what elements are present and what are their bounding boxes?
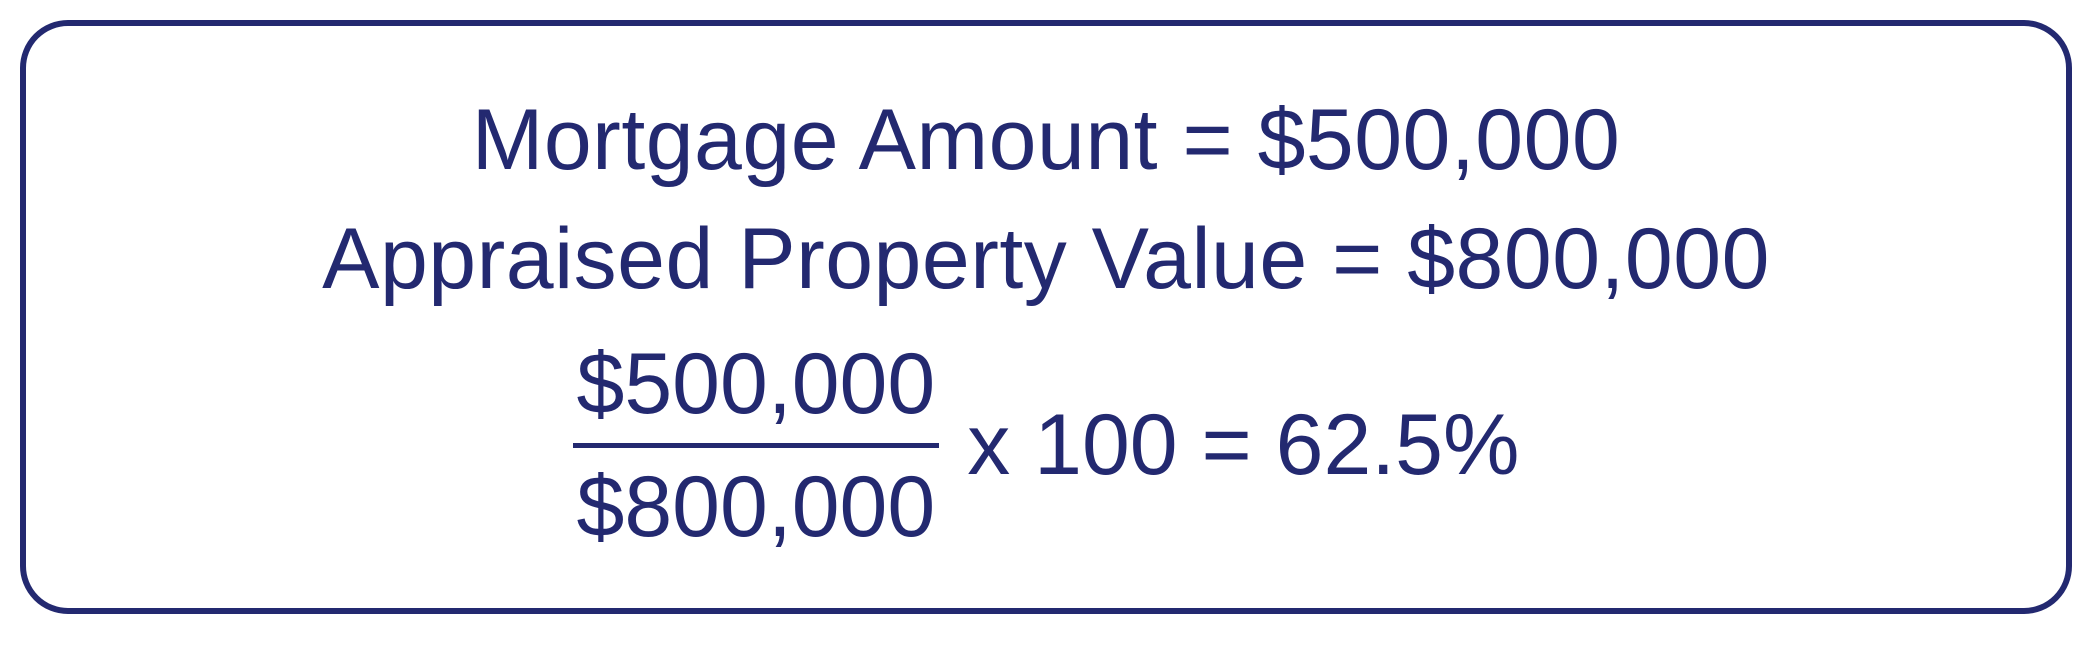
ltv-formula: $500,000 $800,000 x 100 = 62.5% <box>573 339 1520 553</box>
fraction-numerator: $500,000 <box>573 339 940 429</box>
fraction-bar <box>573 443 940 448</box>
appraised-value-line: Appraised Property Value = $800,000 <box>322 210 1770 309</box>
mortgage-amount-line: Mortgage Amount = $500,000 <box>472 91 1621 190</box>
ltv-formula-card: Mortgage Amount = $500,000 Appraised Pro… <box>20 20 2072 614</box>
fraction: $500,000 $800,000 <box>573 339 940 553</box>
formula-tail: x 100 = 62.5% <box>967 396 1519 495</box>
fraction-denominator: $800,000 <box>573 462 940 552</box>
